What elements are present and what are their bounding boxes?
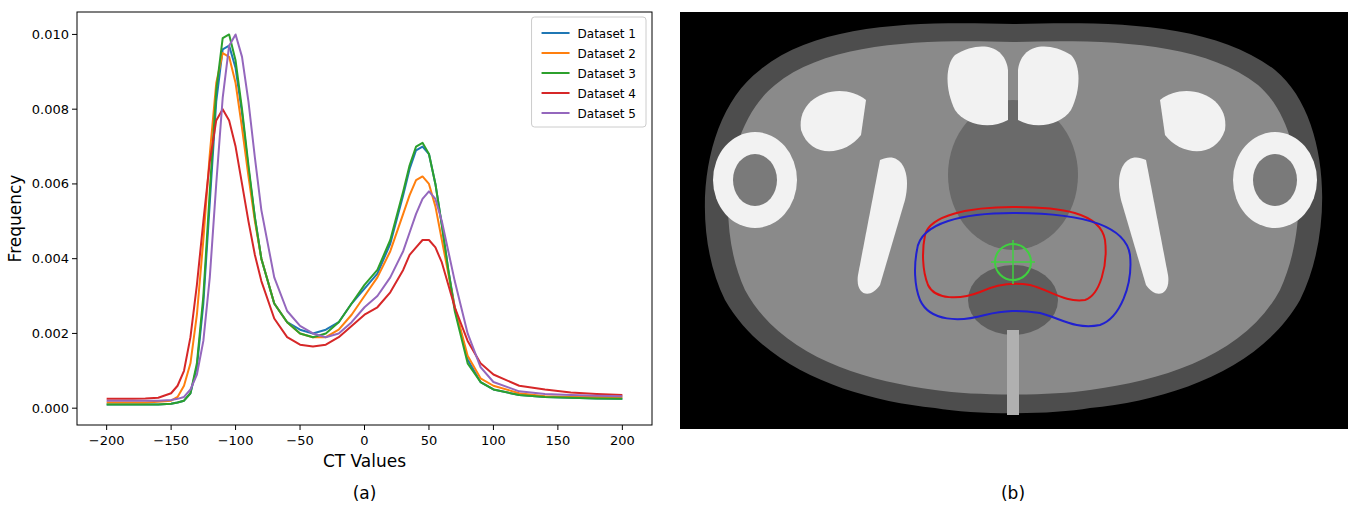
legend-swatch bbox=[542, 32, 570, 34]
x-tick bbox=[493, 425, 494, 430]
x-tick-label: −50 bbox=[286, 433, 313, 448]
x-tick bbox=[364, 425, 365, 430]
femur-right bbox=[1233, 132, 1317, 228]
y-tick-label: 0.000 bbox=[32, 401, 69, 416]
x-tick bbox=[106, 425, 107, 430]
x-tick bbox=[428, 425, 429, 430]
midline bbox=[1007, 330, 1019, 415]
y-tick-label: 0.004 bbox=[32, 251, 69, 266]
panel-label: (b) bbox=[1001, 483, 1025, 503]
legend-swatch bbox=[542, 52, 570, 54]
femur-left bbox=[713, 132, 797, 228]
x-tick-label: −150 bbox=[153, 433, 189, 448]
y-tick bbox=[72, 34, 77, 35]
y-tick-label: 0.008 bbox=[32, 102, 69, 117]
x-tick-label: 50 bbox=[421, 433, 438, 448]
contour-blue bbox=[915, 213, 1130, 326]
legend-swatch bbox=[542, 72, 570, 74]
x-tick-label: 150 bbox=[545, 433, 570, 448]
legend: Dataset 1 Dataset 2 Dataset 3 Dataset 4 Data… bbox=[532, 17, 646, 127]
ct-background bbox=[680, 12, 1348, 429]
x-tick-label: 100 bbox=[481, 433, 506, 448]
y-tick-label: 0.006 bbox=[32, 176, 69, 191]
legend-label: Dataset 2 bbox=[578, 47, 636, 61]
y-tick-label: 0.010 bbox=[32, 27, 69, 42]
series-line bbox=[107, 109, 623, 399]
x-tick bbox=[171, 425, 172, 430]
legend-label: Dataset 1 bbox=[578, 27, 636, 41]
x-tick bbox=[622, 425, 623, 430]
ischium-left bbox=[858, 157, 907, 293]
ct-image bbox=[680, 12, 1348, 429]
x-tick bbox=[557, 425, 558, 430]
legend-swatch bbox=[542, 112, 570, 114]
pubis-left bbox=[948, 47, 1009, 126]
x-tick-label: 200 bbox=[610, 433, 635, 448]
figure: −200−150−100−500501001502000.0000.0020.0… bbox=[0, 0, 1357, 512]
y-tick bbox=[72, 109, 77, 110]
femur-right-core bbox=[1253, 154, 1297, 206]
legend-frame bbox=[532, 17, 646, 127]
legend-swatch bbox=[542, 92, 570, 94]
legend-label: Dataset 5 bbox=[578, 107, 636, 121]
y-tick bbox=[72, 333, 77, 334]
femur-left-core bbox=[733, 154, 777, 206]
legend-label: Dataset 4 bbox=[578, 87, 636, 101]
bladder bbox=[948, 100, 1078, 250]
y-tick bbox=[72, 183, 77, 184]
x-tick-label: 0 bbox=[360, 433, 368, 448]
x-tick bbox=[300, 425, 301, 430]
plot-frame bbox=[77, 12, 652, 425]
y-axis: 0.000 0.002 0.004 0.006 0.008 0.010 bbox=[32, 27, 77, 416]
x-tick bbox=[235, 425, 236, 430]
legend-label: Dataset 3 bbox=[578, 67, 636, 81]
x-axis: −200 −150 −100 −50 0 50 100 150 200 bbox=[89, 425, 635, 448]
isocenter-v bbox=[1012, 240, 1014, 284]
y-axis-title: Frequency bbox=[5, 175, 25, 263]
ischium-right bbox=[1119, 157, 1168, 293]
x-tick-label: −100 bbox=[218, 433, 254, 448]
y-tick bbox=[72, 258, 77, 259]
acetabulum-left bbox=[801, 91, 866, 151]
x-tick-label: −200 bbox=[89, 433, 125, 448]
y-tick-label: 0.002 bbox=[32, 326, 69, 341]
panel-label: (a) bbox=[353, 483, 377, 503]
pubis-right bbox=[1018, 47, 1079, 126]
y-tick bbox=[72, 408, 77, 409]
acetabulum-right bbox=[1160, 91, 1225, 151]
x-axis-title: CT Values bbox=[323, 451, 406, 471]
